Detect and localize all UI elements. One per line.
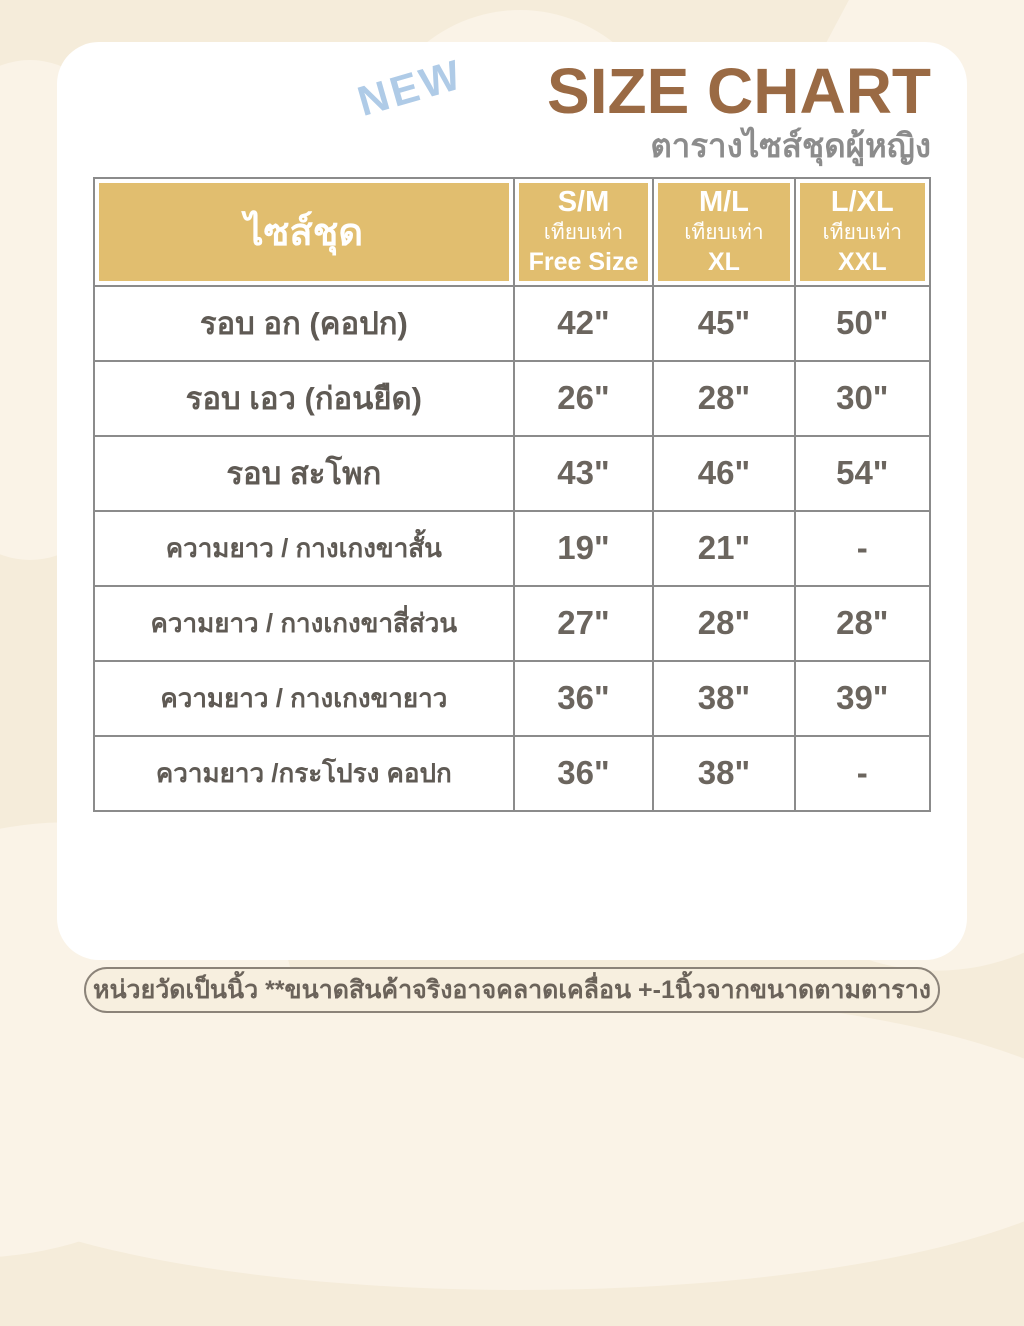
measurement-note-pill: หน่วยวัดเป็นนิ้ว **ขนาดสินค้าจริงอาจคลาด…: [84, 967, 940, 1013]
page-subtitle: ตารางไซส์ชุดผู้หญิง: [650, 127, 931, 165]
cell-value: -: [793, 509, 932, 587]
cell-value: -: [793, 734, 932, 812]
cell-value: 27": [512, 584, 655, 662]
row-label: รอบ เอว (ก่อนยืด): [93, 359, 515, 437]
column-header-sm: S/M เทียบเท่า Free Size: [512, 177, 655, 287]
table-row: รอบ อก (คอปก) 42" 45" 50": [93, 284, 932, 362]
cell-value: 38": [652, 734, 796, 812]
size-name: M/L: [698, 186, 749, 219]
table-row: รอบ เอว (ก่อนยืด) 26" 28" 30": [93, 359, 932, 437]
equivalent-label: เทียบเท่า: [543, 220, 624, 244]
row-label: ความยาว / กางเกงขาสี่ส่วน: [93, 584, 515, 662]
cell-value: 43": [512, 434, 655, 512]
cell-value: 45": [652, 284, 796, 362]
background-blob-bottom: [0, 990, 1024, 1290]
size-name: L/XL: [830, 186, 894, 219]
cell-value: 36": [512, 734, 655, 812]
row-label: รอบ สะโพก: [93, 434, 515, 512]
table-row: รอบ สะโพก 43" 46" 54": [93, 434, 932, 512]
cell-value: 39": [793, 659, 932, 737]
equivalent-size: XL: [707, 248, 740, 277]
table-row: ความยาว / กางเกงขาสั้น 19" 21" -: [93, 509, 932, 587]
cell-value: 21": [652, 509, 796, 587]
table-row: ความยาว / กางเกงขายาว 36" 38" 39": [93, 659, 932, 737]
cell-value: 28": [652, 584, 796, 662]
cell-value: 38": [652, 659, 796, 737]
page-title: SIZE CHART: [547, 55, 931, 127]
size-chart-card: NEW SIZE CHART ตารางไซส์ชุดผู้หญิง ไซส์ช…: [57, 42, 967, 960]
cell-value: 36": [512, 659, 655, 737]
size-table-body: รอบ อก (คอปก) 42" 45" 50" รอบ เอว (ก่อนย…: [93, 284, 932, 812]
equivalent-label: เทียบเท่า: [684, 220, 764, 244]
equivalent-size: Free Size: [528, 248, 639, 277]
column-header-ml: M/L เทียบเท่า XL: [652, 177, 796, 287]
row-label: ความยาว / กางเกงขายาว: [93, 659, 515, 737]
cell-value: 28": [652, 359, 796, 437]
row-label: ความยาว /กระโปรง คอปก: [93, 734, 515, 812]
table-row: ความยาว /กระโปรง คอปก 36" 38" -: [93, 734, 932, 812]
cell-value: 19": [512, 509, 655, 587]
column-header-lxl: L/XL เทียบเท่า XXL: [793, 177, 932, 287]
cell-value: 54": [793, 434, 932, 512]
size-table-header: ไซส์ชุด S/M เทียบเท่า Free Size M/L เทีย…: [93, 177, 932, 287]
card-header: NEW SIZE CHART ตารางไซส์ชุดผู้หญิง: [57, 42, 967, 165]
row-label: รอบ อก (คอปก): [93, 284, 515, 362]
cell-value: 30": [793, 359, 932, 437]
header-row: ไซส์ชุด S/M เทียบเท่า Free Size M/L เทีย…: [93, 177, 932, 287]
row-label: ความยาว / กางเกงขาสั้น: [93, 509, 515, 587]
measurement-note-text: หน่วยวัดเป็นนิ้ว **ขนาดสินค้าจริงอาจคลาด…: [92, 976, 931, 1004]
size-name: S/M: [557, 186, 610, 219]
cell-value: 42": [512, 284, 655, 362]
column-header-measurement: ไซส์ชุด: [93, 177, 515, 287]
table-row: ความยาว / กางเกงขาสี่ส่วน 27" 28" 28": [93, 584, 932, 662]
cell-value: 26": [512, 359, 655, 437]
cell-value: 28": [793, 584, 932, 662]
equivalent-size: XXL: [837, 248, 887, 277]
cell-value: 50": [793, 284, 932, 362]
equivalent-label: เทียบเท่า: [822, 220, 903, 244]
cell-value: 46": [652, 434, 796, 512]
size-table: ไซส์ชุด S/M เทียบเท่า Free Size M/L เทีย…: [93, 177, 932, 812]
